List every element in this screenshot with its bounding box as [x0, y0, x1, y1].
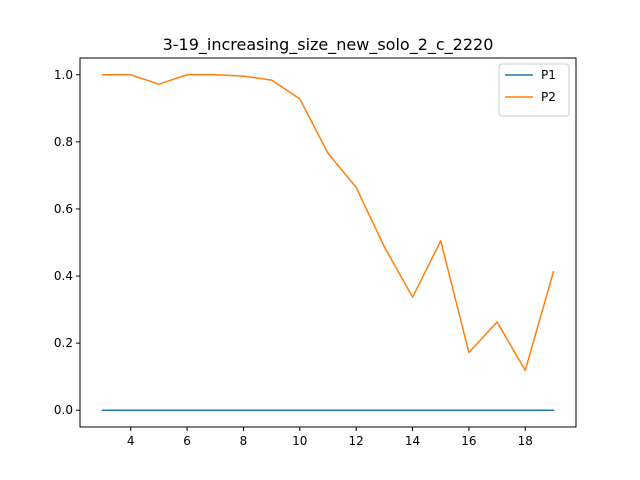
- y-tick-label: 0.4: [54, 269, 73, 283]
- legend-label-p1: P1: [541, 68, 556, 82]
- x-tick-label: 4: [127, 434, 135, 448]
- x-tick-label: 18: [518, 434, 533, 448]
- y-tick-label: 0.0: [54, 403, 73, 417]
- series-layer: [101, 74, 555, 411]
- y-axis: 0.0 0.2 0.4 0.6 0.8 1.0: [54, 68, 80, 417]
- x-tick-label: 12: [349, 434, 364, 448]
- x-axis: 4 6 8 10 12 14 16 18: [127, 427, 533, 448]
- x-tick-label: 10: [292, 434, 307, 448]
- y-tick-label: 0.2: [54, 336, 73, 350]
- y-tick-label: 1.0: [54, 68, 73, 82]
- legend-label-p2: P2: [541, 90, 556, 104]
- series-line-p2: [101, 74, 555, 372]
- x-tick-label: 14: [405, 434, 420, 448]
- x-tick-label: 8: [240, 434, 248, 448]
- legend: P1 P2: [498, 63, 570, 117]
- y-tick-label: 0.8: [54, 135, 73, 149]
- x-tick-label: 6: [183, 434, 191, 448]
- chart-title: 3-19_increasing_size_new_solo_2_c_2220: [163, 35, 494, 55]
- x-tick-label: 16: [461, 434, 476, 448]
- legend-box: [498, 63, 570, 117]
- plot-frame: [79, 57, 577, 428]
- y-tick-label: 0.6: [54, 202, 73, 216]
